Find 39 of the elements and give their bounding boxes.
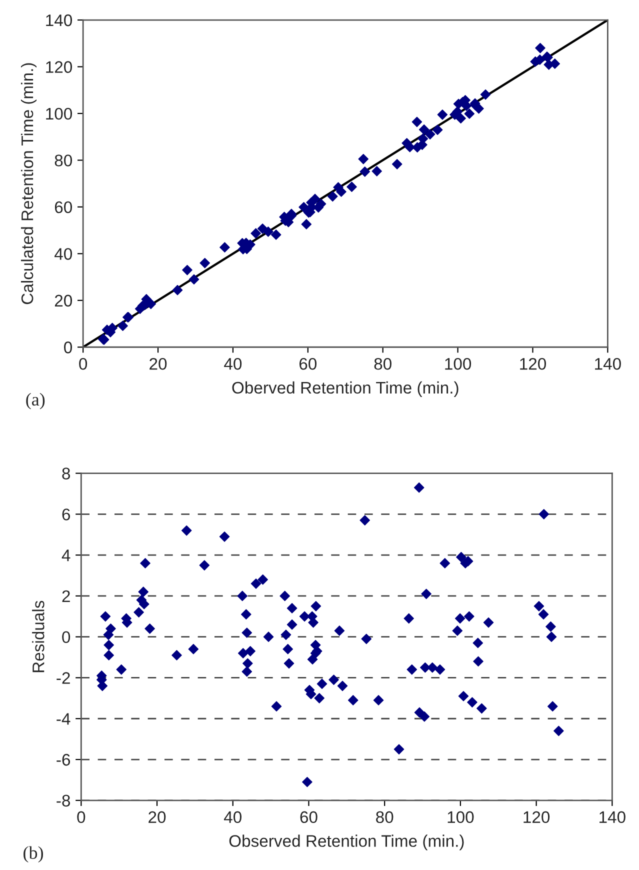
x-tick-label: 60 — [299, 358, 317, 370]
x-tick-label: 0 — [79, 358, 88, 370]
y-tick-label: 6 — [62, 508, 70, 520]
x-tick-label: 100 — [448, 811, 474, 824]
x-tick-label: 80 — [376, 811, 394, 824]
y-axis-title: Calculated Retention Time (min.) — [20, 63, 37, 304]
x-tick-label: 120 — [520, 358, 546, 370]
x-tick-label: 80 — [374, 358, 392, 370]
x-tick-label: 100 — [445, 358, 472, 370]
x-axis-title: Observed Retention Time (min.) — [229, 834, 464, 850]
x-tick-label: 40 — [224, 358, 242, 370]
y-tick-label: 120 — [46, 61, 72, 73]
y-tick-label: 20 — [54, 294, 72, 307]
x-axis-title: Oberved Retention Time (min.) — [232, 381, 458, 397]
text: (b) — [24, 846, 43, 863]
x-tick-label: 140 — [600, 811, 626, 824]
y-tick-label: -6 — [56, 754, 70, 766]
y-tick-label: 40 — [54, 248, 72, 260]
y-tick-label: 4 — [62, 550, 70, 562]
x-tick-label: 20 — [148, 811, 166, 824]
x-tick-label: 140 — [595, 358, 621, 370]
x-tick-label: 60 — [300, 811, 318, 824]
y-tick-label: 2 — [62, 590, 70, 602]
y-axis-title: Residuals — [32, 600, 44, 672]
y-tick-label: 100 — [46, 108, 72, 120]
y-tick-label: 140 — [46, 14, 72, 26]
y-tick-label: 0 — [62, 631, 70, 644]
y-tick-label: 0 — [64, 342, 72, 354]
y-tick-label: -4 — [56, 713, 70, 725]
y-tick-label: 60 — [54, 201, 72, 214]
text: (a) — [26, 392, 45, 410]
x-tick-label: 20 — [150, 358, 167, 370]
x-tick-label: 120 — [524, 811, 550, 824]
y-tick-label: 8 — [62, 468, 70, 480]
x-tick-label: 40 — [224, 811, 242, 824]
y-tick-label: -8 — [56, 794, 70, 807]
x-tick-label: 0 — [77, 811, 86, 824]
y-tick-label: 80 — [54, 154, 72, 166]
y-tick-label: -2 — [56, 672, 70, 684]
